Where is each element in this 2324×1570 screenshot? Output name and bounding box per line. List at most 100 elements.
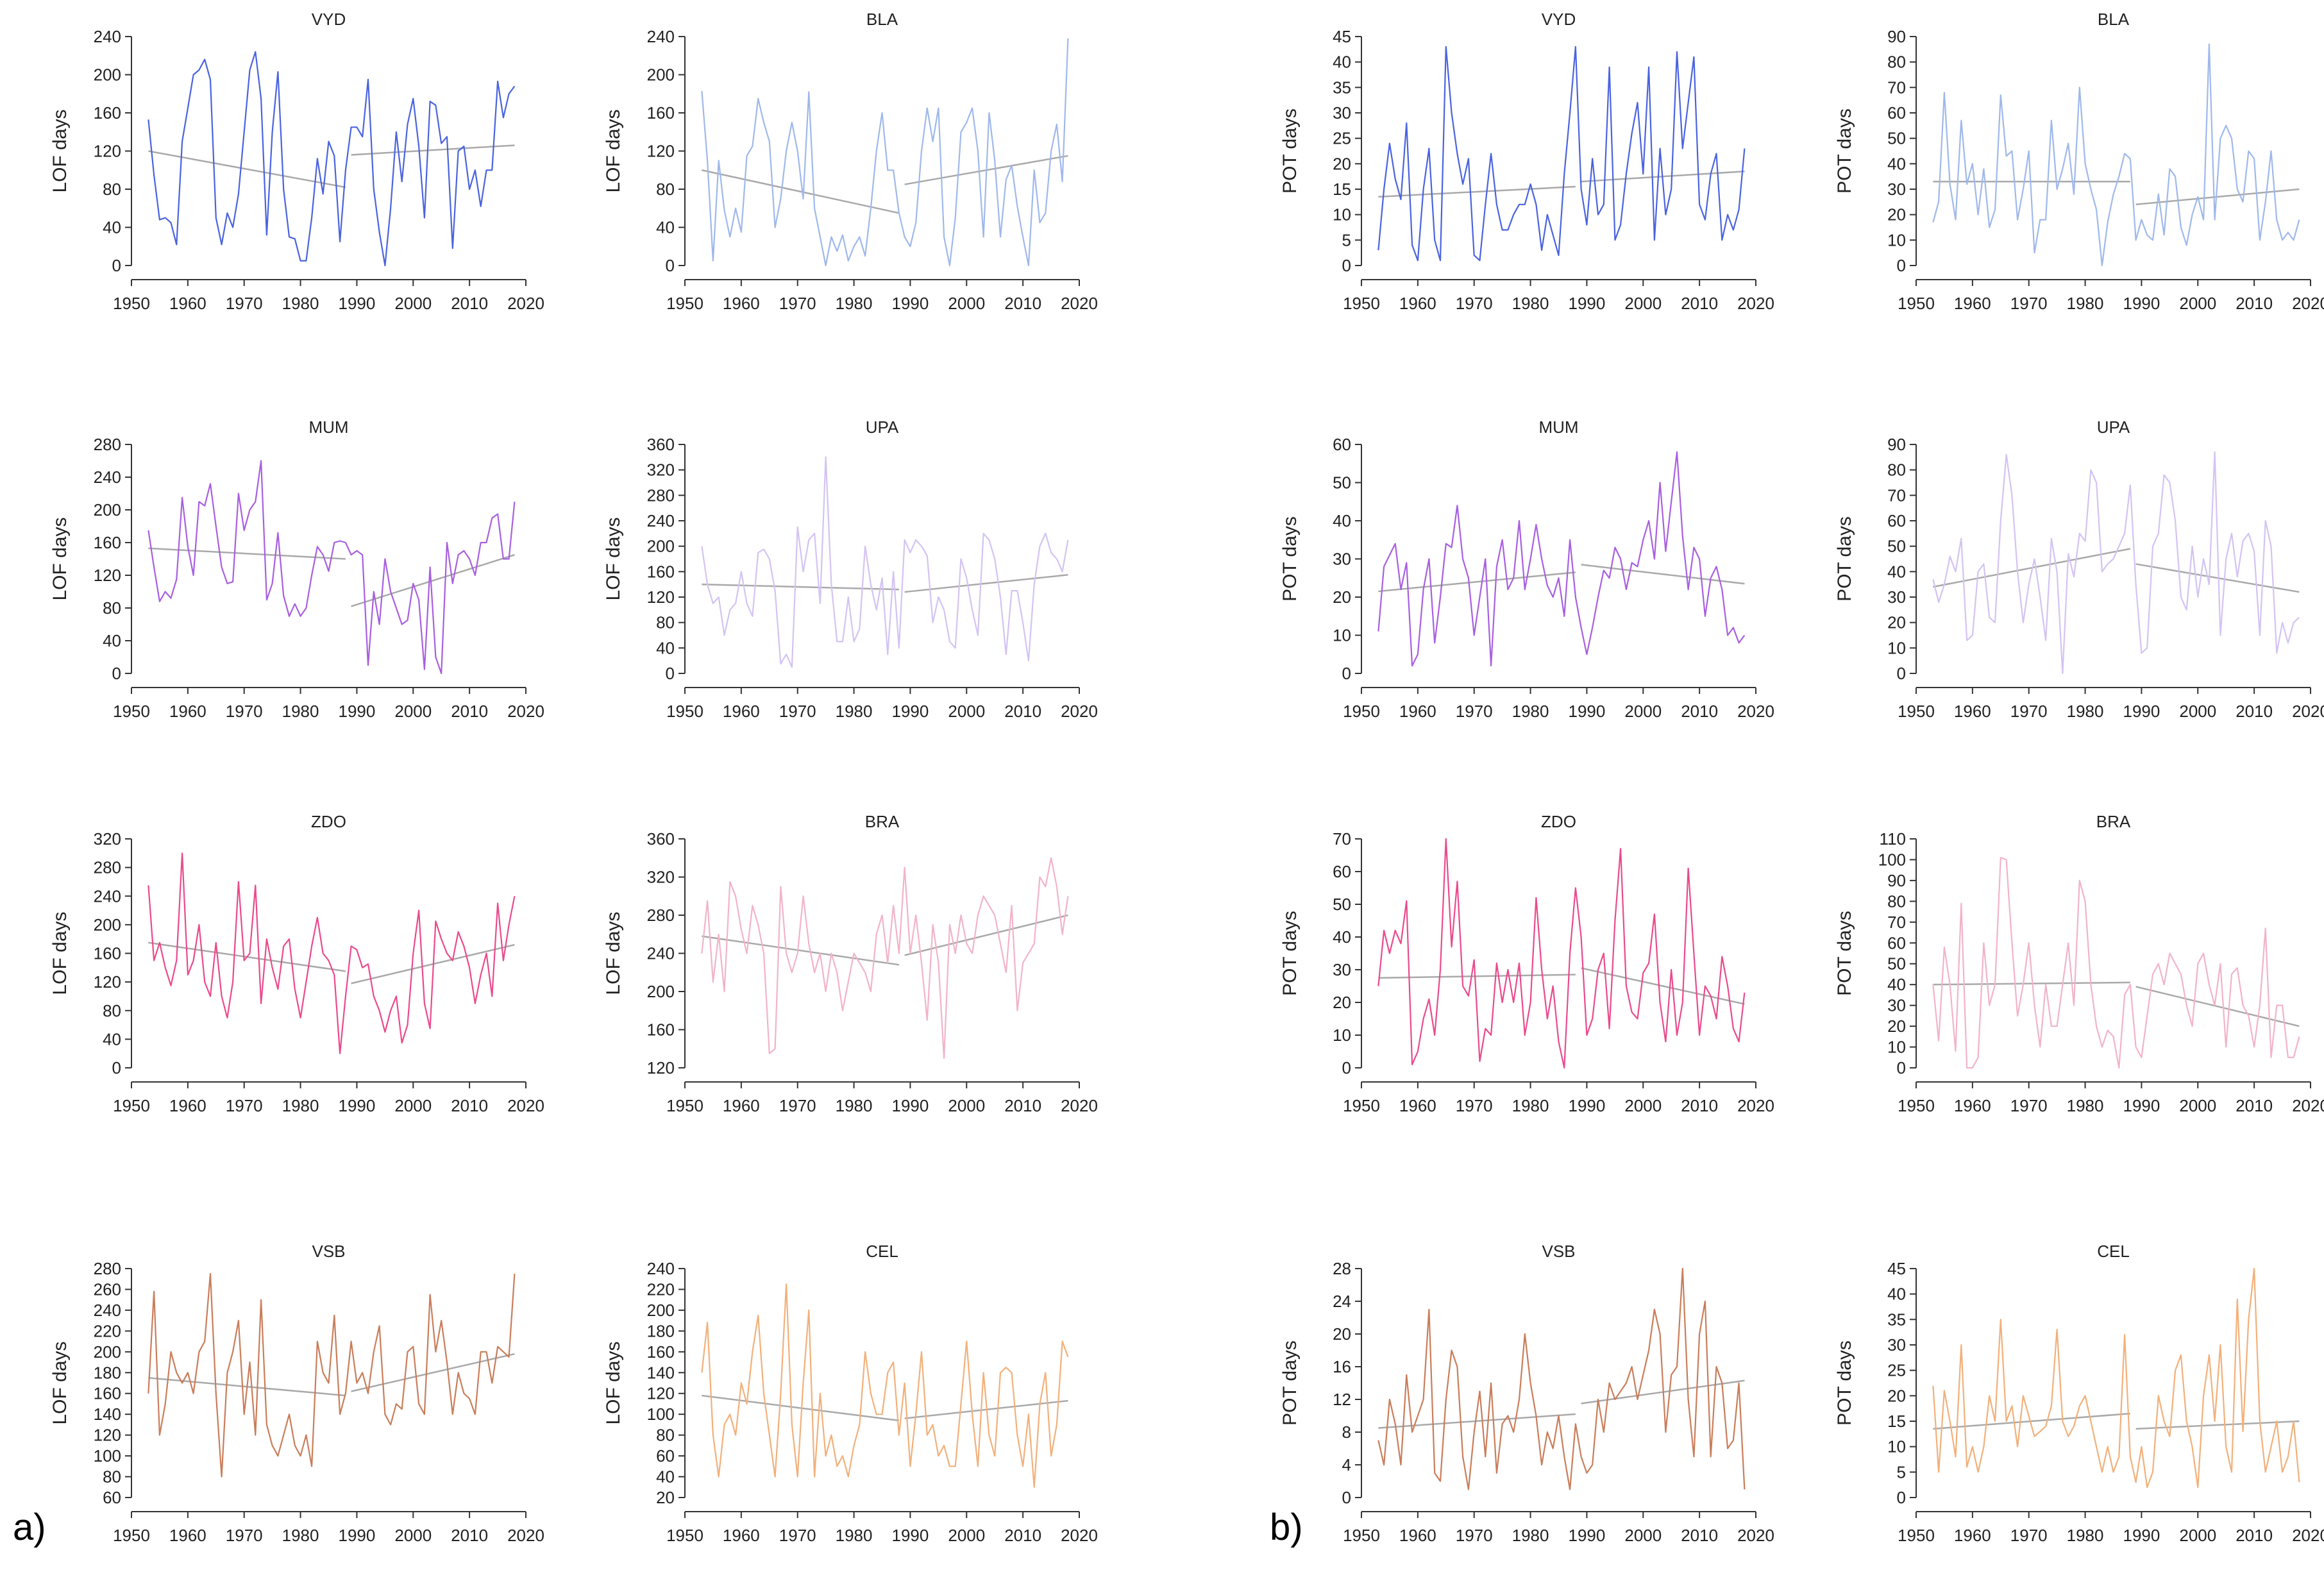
x-tick-label: 1990 bbox=[2123, 1526, 2160, 1545]
x-tick-label: 1970 bbox=[2010, 1526, 2048, 1545]
x-tick-label: 1980 bbox=[1512, 294, 1549, 313]
x-tick-label: 1990 bbox=[339, 294, 376, 313]
y-tick-label: 40 bbox=[1333, 511, 1351, 530]
x-tick-label: 2020 bbox=[507, 1096, 544, 1115]
y-axis-label: LOF days bbox=[603, 1341, 624, 1424]
y-tick-label: 40 bbox=[656, 1467, 675, 1487]
series-line bbox=[1377, 838, 1746, 1069]
trend-line bbox=[1378, 185, 1576, 198]
chart-15: 0 4 8 12 16 20 24 28 1950 1960 1970 1980 1990 2000 201… bbox=[1279, 1242, 1774, 1545]
chart-title: BLA bbox=[2098, 10, 2130, 29]
y-tick-label: 70 bbox=[1887, 78, 1906, 97]
y-tick-label: 140 bbox=[647, 1363, 675, 1382]
series-line bbox=[1377, 451, 1746, 667]
x-tick-label: 1960 bbox=[1399, 1526, 1436, 1545]
x-tick-label: 2020 bbox=[507, 702, 544, 721]
y-tick-label: 40 bbox=[1887, 562, 1906, 581]
y-tick-label: 160 bbox=[94, 533, 121, 552]
x-tick-label: 1990 bbox=[339, 1096, 376, 1115]
y-axis-label: LOF days bbox=[49, 911, 71, 995]
series-line bbox=[701, 1283, 1069, 1488]
x-tick-label: 1980 bbox=[2067, 294, 2104, 313]
x-tick-label: 2000 bbox=[1624, 294, 1662, 313]
y-tick-label: 160 bbox=[647, 1020, 675, 1040]
x-tick-label: 2000 bbox=[394, 1096, 432, 1115]
chart-title: VYD bbox=[312, 10, 346, 29]
x-tick-label: 1950 bbox=[666, 702, 703, 721]
y-tick-label: 180 bbox=[94, 1363, 121, 1382]
x-tick-label: 2010 bbox=[1004, 702, 1041, 721]
y-tick-label: 160 bbox=[647, 103, 675, 122]
y-tick-label: 20 bbox=[1333, 587, 1351, 607]
x-tick-label: 2000 bbox=[394, 702, 432, 721]
y-tick-label: 0 bbox=[1342, 256, 1351, 275]
x-tick-label: 1980 bbox=[2067, 1526, 2104, 1545]
y-tick-label: 0 bbox=[112, 664, 121, 683]
x-tick-label: 1980 bbox=[282, 1526, 319, 1545]
y-axis-label: LOF days bbox=[603, 517, 624, 600]
chart-7: 0 10 20 30 40 50 60 1950 1960 1970 1980 1990 2000 201… bbox=[1279, 418, 1774, 721]
trend-line bbox=[2135, 188, 2300, 206]
chart-16: 0 5 10 15 20 25 30 35 40 45 1950 1960 1970 1980 1990 20… bbox=[1834, 1242, 2324, 1545]
x-tick-label: 1970 bbox=[1456, 294, 1493, 313]
x-tick-label: 2000 bbox=[948, 1526, 985, 1545]
x-tick-label: 1990 bbox=[892, 702, 929, 721]
chart-title: VSB bbox=[1542, 1242, 1575, 1261]
x-tick-label: 1960 bbox=[1399, 294, 1436, 313]
x-tick-label: 2020 bbox=[1737, 1096, 1774, 1115]
x-tick-label: 2000 bbox=[2179, 294, 2216, 313]
x-tick-label: 1980 bbox=[282, 1096, 319, 1115]
y-tick-label: 120 bbox=[647, 1058, 675, 1077]
x-tick-label: 2010 bbox=[1004, 1526, 1041, 1545]
x-tick-label: 1970 bbox=[779, 1096, 816, 1115]
chart-title: VSB bbox=[312, 1242, 345, 1261]
y-axis-label: LOF days bbox=[49, 517, 71, 600]
y-tick-label: 100 bbox=[94, 1446, 121, 1465]
x-tick-label: 1950 bbox=[113, 1096, 150, 1115]
series-line bbox=[1377, 1267, 1746, 1490]
x-tick-label: 1950 bbox=[1343, 1526, 1380, 1545]
y-tick-label: 280 bbox=[94, 858, 121, 877]
trend-line bbox=[1933, 981, 2130, 986]
x-tick-label: 2010 bbox=[2236, 1096, 2273, 1115]
x-tick-label: 1970 bbox=[1456, 1096, 1493, 1115]
y-tick-label: 280 bbox=[647, 906, 675, 925]
chart-title: MUM bbox=[308, 418, 348, 437]
trend-line bbox=[2135, 986, 2300, 1027]
x-tick-label: 2020 bbox=[2292, 702, 2324, 721]
y-tick-label: 30 bbox=[1333, 550, 1351, 569]
series-line bbox=[1932, 1267, 2300, 1489]
panel-label-b: b) bbox=[1270, 1507, 1303, 1548]
x-tick-label: 1960 bbox=[723, 1096, 760, 1115]
y-tick-label: 30 bbox=[1887, 996, 1906, 1015]
y-axis-label: POT days bbox=[1834, 1340, 1855, 1426]
y-tick-label: 220 bbox=[647, 1279, 675, 1299]
y-tick-label: 160 bbox=[94, 944, 121, 963]
x-tick-label: 1950 bbox=[1343, 702, 1380, 721]
y-tick-label: 10 bbox=[1333, 626, 1351, 645]
x-tick-label: 2020 bbox=[2292, 1096, 2324, 1115]
x-tick-label: 2020 bbox=[1061, 294, 1098, 313]
chart-title: BRA bbox=[865, 812, 900, 831]
x-tick-label: 2010 bbox=[1681, 294, 1718, 313]
chart-title: VYD bbox=[1542, 10, 1576, 29]
y-tick-label: 40 bbox=[1333, 927, 1351, 947]
y-tick-label: 320 bbox=[647, 868, 675, 887]
y-tick-label: 240 bbox=[647, 1259, 675, 1278]
x-tick-label: 1990 bbox=[1569, 294, 1606, 313]
x-tick-label: 2000 bbox=[948, 702, 985, 721]
y-tick-label: 16 bbox=[1333, 1357, 1351, 1376]
y-tick-label: 320 bbox=[647, 460, 675, 480]
x-tick-label: 1950 bbox=[666, 294, 703, 313]
series-line bbox=[701, 857, 1069, 1059]
y-tick-label: 12 bbox=[1333, 1390, 1351, 1409]
x-tick-label: 1980 bbox=[1512, 1096, 1549, 1115]
y-tick-label: 0 bbox=[1897, 664, 1906, 683]
trend-line bbox=[1378, 974, 1576, 979]
chart-11: 0 10 20 30 40 50 60 70 1950 1960 1970 1980 1990 2000 2… bbox=[1279, 812, 1774, 1115]
chart-9: 0 40 80 120 160 200 240 280 320 1950 1960 1970 1980 1… bbox=[49, 812, 544, 1115]
y-tick-label: 0 bbox=[666, 664, 675, 683]
x-tick-label: 1990 bbox=[892, 1096, 929, 1115]
y-tick-label: 100 bbox=[1878, 850, 1906, 869]
y-tick-label: 0 bbox=[666, 256, 675, 275]
